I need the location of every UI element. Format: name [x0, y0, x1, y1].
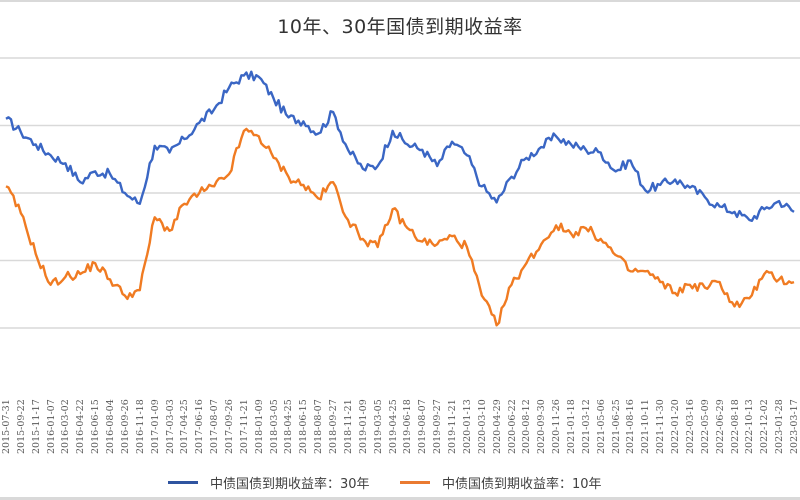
x-tick-label: 2021-08-16 [625, 399, 637, 454]
legend-item-30y[interactable]: 中债国债到期收益率：30年 [168, 472, 370, 492]
x-tick-label: 2018-03-05 [268, 399, 280, 454]
x-tick-label: 2021-05-06 [595, 399, 607, 454]
legend: 中债国债到期收益率：30年 中债国债到期收益率：10年 [0, 472, 800, 492]
x-tick-label: 2019-09-27 [432, 399, 444, 454]
x-tick-label: 2016-03-02 [60, 399, 72, 454]
x-tick-label: 2023-03-17 [789, 399, 800, 454]
x-tick-label: 2020-09-30 [536, 399, 548, 454]
x-tick-label: 2016-06-15 [90, 399, 102, 454]
x-tick-label: 2016-08-04 [105, 399, 117, 454]
chart-title: 10年、30年国债到期收益率 [277, 16, 523, 38]
x-tick-label: 2023-01-28 [774, 399, 786, 454]
x-tick-label: 2019-11-21 [447, 399, 459, 454]
x-tick-label: 2020-04-29 [491, 399, 503, 454]
x-tick-label: 2019-04-25 [387, 399, 399, 454]
x-tick-label: 2021-03-12 [580, 399, 592, 454]
x-tick-label: 2021-10-11 [640, 399, 652, 454]
x-tick-label: 2018-01-09 [253, 399, 265, 454]
x-tick-label: 2022-03-16 [684, 399, 696, 454]
x-tick-label: 2022-01-20 [670, 399, 682, 454]
x-tick-label: 2015-11-17 [30, 399, 42, 454]
x-tick-label: 2017-08-07 [209, 399, 221, 454]
legend-label-30y: 中债国债到期收益率：30年 [210, 476, 370, 492]
x-tick-label: 2015-07-31 [1, 399, 12, 454]
x-tick-label: 2020-03-10 [476, 399, 488, 454]
x-tick-label: 2021-01-18 [565, 399, 577, 454]
x-tick-label: 2019-01-09 [357, 399, 369, 454]
x-tick-label: 2018-08-07 [313, 399, 325, 454]
x-tick-label: 2017-11-21 [238, 399, 250, 454]
x-tick-label: 2017-06-16 [194, 399, 206, 454]
x-tick-label: 2022-12-02 [759, 399, 771, 454]
x-tick-label: 2021-11-30 [655, 399, 667, 454]
chart-frame-top [0, 0, 800, 2]
x-tick-label: 2022-06-29 [714, 399, 726, 454]
x-tick-label: 2016-01-07 [45, 399, 57, 454]
series-10y-line [5, 127, 795, 327]
series-30y-line [5, 70, 795, 223]
x-tick-label: 2017-01-09 [149, 399, 161, 454]
x-tick-label: 2016-11-18 [134, 399, 146, 454]
x-tick-label: 2022-05-09 [699, 399, 711, 454]
x-tick-label: 2020-11-26 [551, 399, 563, 454]
legend-item-10y[interactable]: 中债国债到期收益率：10年 [400, 472, 602, 492]
gridlines [0, 57, 800, 329]
x-tick-label: 2016-09-26 [119, 399, 131, 454]
x-tick-label: 2018-09-27 [328, 399, 340, 454]
x-tick-label: 2017-04-25 [179, 399, 191, 454]
x-tick-label: 2015-09-22 [15, 399, 27, 454]
x-tick-label: 2022-08-18 [729, 399, 741, 454]
x-tick-label: 2018-11-21 [342, 399, 354, 454]
legend-swatch-30y [168, 480, 198, 484]
legend-swatch-10y [400, 480, 430, 484]
x-tick-label: 2017-03-03 [164, 399, 176, 454]
x-axis-labels: 2015-07-31 2015-09-22 2015-11-17 2016-01-07… [0, 388, 800, 458]
x-tick-label: 2019-03-05 [372, 399, 384, 454]
x-tick-label: 2018-04-25 [283, 399, 295, 454]
chart-frame-bottom [0, 497, 800, 500]
x-tick-label: 2020-06-22 [506, 399, 518, 454]
x-tick-label: 2020-08-12 [521, 399, 533, 454]
legend-label-10y: 中债国债到期收益率：10年 [442, 476, 602, 492]
x-tick-label: 2022-10-13 [744, 399, 756, 454]
x-tick-label: 2019-08-07 [417, 399, 429, 454]
x-tick-label: 2019-06-18 [402, 399, 414, 454]
x-tick-label: 2021-06-25 [610, 399, 622, 454]
x-tick-label: 2017-09-26 [224, 399, 236, 454]
x-tick-label: 2016-04-22 [75, 399, 87, 454]
x-tick-label: 2020-01-13 [461, 399, 473, 454]
x-tick-label: 2018-06-15 [298, 399, 310, 454]
